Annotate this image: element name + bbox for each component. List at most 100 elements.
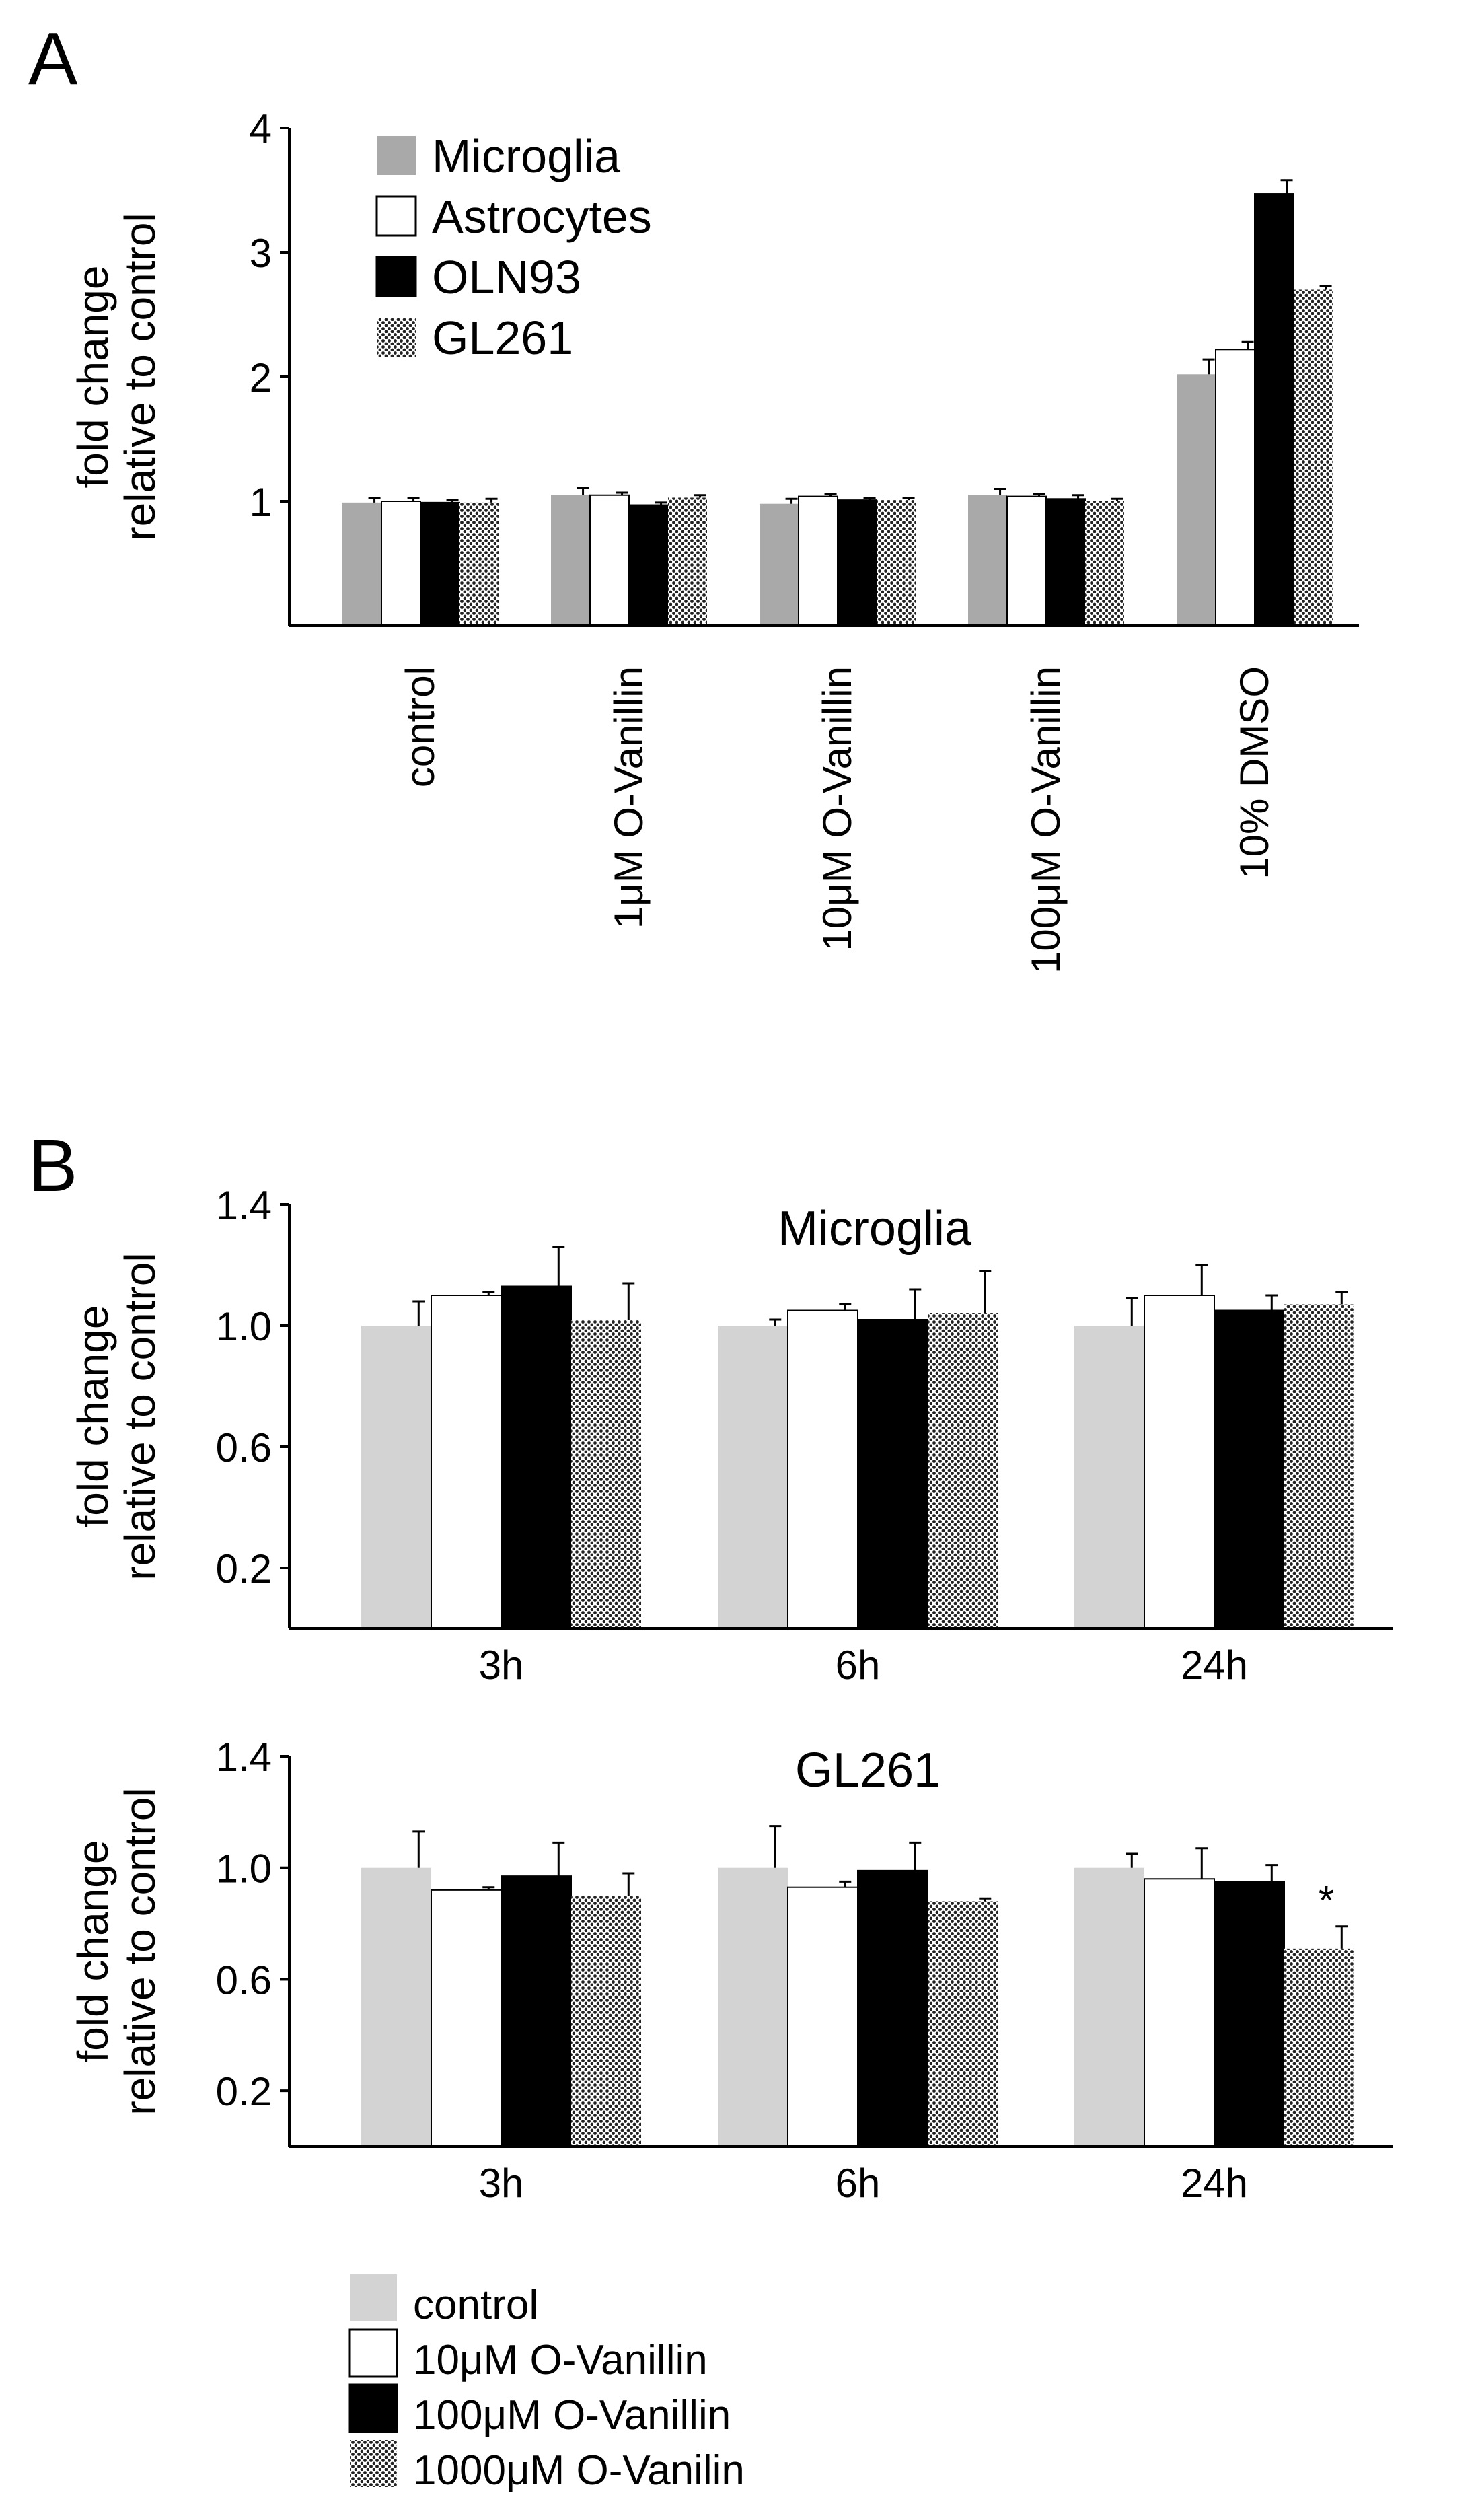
bar-oln93-control (420, 501, 460, 626)
bar-microglia-1-m-o-vanillin (551, 495, 590, 626)
y-tick-label: 0.6 (216, 1957, 272, 2003)
bar-1000-m-o-vanilin-24h (1284, 1948, 1354, 2147)
bar-microglia-10-m-o-vanillin (760, 503, 799, 626)
legend-swatch-10-m-o-vanillin (348, 2328, 398, 2378)
y-tick-label: 4 (250, 106, 272, 151)
bar-10-m-o-vanillin-3h (431, 1295, 502, 1629)
bar-oln93-10-m-o-vanillin (837, 499, 877, 627)
legend-label: 1000μM O-Vanilin (413, 2447, 745, 2494)
bar-control-24h (1074, 1867, 1144, 2147)
y-tick-label: 0.2 (216, 1546, 272, 1591)
bar-microglia-control (342, 502, 381, 626)
bar-10-m-o-vanillin-6h (787, 1886, 858, 2148)
significance-marker: * (1319, 1878, 1334, 1923)
legend-b: control 10μM O-Vanillin 100μM O-Vanillin 10… (348, 2274, 745, 2494)
bar-astrocytes-control (381, 501, 421, 626)
legend-swatch-100-m-o-vanillin (348, 2383, 398, 2433)
y-axis-label: fold change (69, 1305, 117, 1528)
panel-a-letter: A (28, 17, 78, 100)
y-tick-label: 0.6 (216, 1425, 272, 1470)
bar-100-m-o-vanillin-3h (501, 1285, 572, 1629)
bar-10-m-o-vanillin-3h (431, 1889, 502, 2148)
legend-swatch-microglia (377, 136, 416, 175)
legend-label: Astrocytes (432, 190, 652, 243)
y-tick-label: 2 (250, 355, 272, 400)
legend-label: Microglia (432, 130, 620, 182)
bar-100-m-o-vanillin-3h (501, 1875, 572, 2147)
category-label: 10% DMSO (1232, 666, 1277, 879)
bar-gl261-control (459, 502, 499, 626)
legend-label: control (413, 2282, 538, 2328)
bar-10-m-o-vanillin-6h (787, 1309, 858, 1629)
legend-label: 100μM O-Vanillin (413, 2392, 731, 2439)
category-label: 3h (479, 2161, 524, 2206)
chart-b-gl261: 3h 6h 24h * 0.2 0.6 1.0 1.4 fold changerelative … (69, 1735, 1393, 2206)
bar-astrocytes-1-m-o-vanillin (589, 494, 630, 626)
y-axis-label: relative to control (116, 1252, 164, 1580)
bar-control-6h (718, 1326, 788, 1628)
bar-oln93-10-dmso (1254, 193, 1294, 626)
y-tick-label: 1.0 (216, 1304, 272, 1349)
legend-a: Microglia Astrocytes OLN93 GL261 (375, 130, 652, 364)
y-tick-label: 1.4 (216, 1735, 272, 1780)
y-tick-label: 1.0 (216, 1846, 272, 1892)
bar-gl261-1-m-o-vanillin (668, 497, 707, 626)
y-axis-label: relative to control (116, 1787, 164, 2115)
category-label: 6h (836, 1643, 881, 1688)
category-label: 24h (1181, 1643, 1248, 1688)
category-label: 3h (479, 1643, 524, 1688)
legend-swatch-gl261 (377, 318, 416, 357)
bar-control-3h (361, 1867, 431, 2147)
bar-control-3h (361, 1326, 431, 1628)
legend-label: GL261 (432, 312, 573, 364)
bar-10-m-o-vanillin-24h (1144, 1878, 1215, 2147)
bar-100-m-o-vanillin-6h (857, 1869, 928, 2148)
bar-1000-m-o-vanilin-6h (928, 1901, 998, 2147)
legend-swatch-control (350, 2274, 397, 2321)
bar-100-m-o-vanillin-24h (1214, 1309, 1285, 1629)
bar-10-m-o-vanillin-24h (1144, 1295, 1215, 1629)
y-tick-label: 1 (250, 480, 272, 525)
bar-control-6h (718, 1867, 788, 2147)
category-label: 24h (1181, 2161, 1248, 2206)
chart-title: Microglia (778, 1202, 972, 1256)
chart-title: GL261 (795, 1743, 940, 1797)
bar-1000-m-o-vanilin-6h (928, 1313, 998, 1628)
bar-microglia-10-dmso (1177, 374, 1216, 626)
bar-microglia-100-m-o-vanillin (968, 495, 1007, 626)
category-label: 1μM O-Vanillin (606, 666, 651, 929)
bar-astrocytes-100-m-o-vanillin (1006, 495, 1047, 626)
bar-1000-m-o-vanilin-3h (571, 1896, 641, 2147)
legend-swatch-astrocytes (375, 195, 417, 237)
bar-astrocytes-10-m-o-vanillin (798, 495, 838, 626)
y-axis-label: fold change (69, 1840, 117, 2063)
y-tick-label: 1.4 (216, 1183, 272, 1228)
bar-oln93-1-m-o-vanillin (628, 504, 669, 626)
category-label: 6h (836, 2161, 881, 2206)
bar-100-m-o-vanillin-24h (1214, 1881, 1285, 2147)
bar-gl261-100-m-o-vanillin (1085, 501, 1124, 626)
bar-gl261-10-dmso (1294, 289, 1333, 626)
bar-100-m-o-vanillin-6h (857, 1319, 928, 1629)
category-label: 100μM O-Vanillin (1023, 666, 1068, 974)
legend-label: OLN93 (432, 251, 581, 303)
y-tick-label: 3 (250, 231, 272, 276)
y-axis-label: relative to control (116, 213, 164, 540)
bar-gl261-10-m-o-vanillin (877, 500, 916, 626)
y-axis-label: fold change (69, 266, 117, 489)
bar-1000-m-o-vanilin-24h (1284, 1304, 1354, 1628)
chart-a: control 1μM O-Vanillin 10μM O-Vanillin 100μ… (69, 106, 1359, 974)
panel-b-letter: B (28, 1124, 77, 1207)
bar-oln93-100-m-o-vanillin (1045, 498, 1086, 626)
bar-astrocytes-10-dmso (1215, 349, 1255, 626)
legend-swatch-oln93 (375, 256, 417, 297)
y-tick-label: 0.2 (216, 2069, 272, 2114)
bar-control-24h (1074, 1326, 1144, 1628)
category-label: control (398, 666, 443, 787)
legend-label: 10μM O-Vanillin (413, 2337, 708, 2383)
category-label: 10μM O-Vanillin (815, 666, 860, 951)
legend-swatch-1000-m-o-vanilin (350, 2440, 397, 2487)
bar-1000-m-o-vanilin-3h (571, 1320, 641, 1628)
